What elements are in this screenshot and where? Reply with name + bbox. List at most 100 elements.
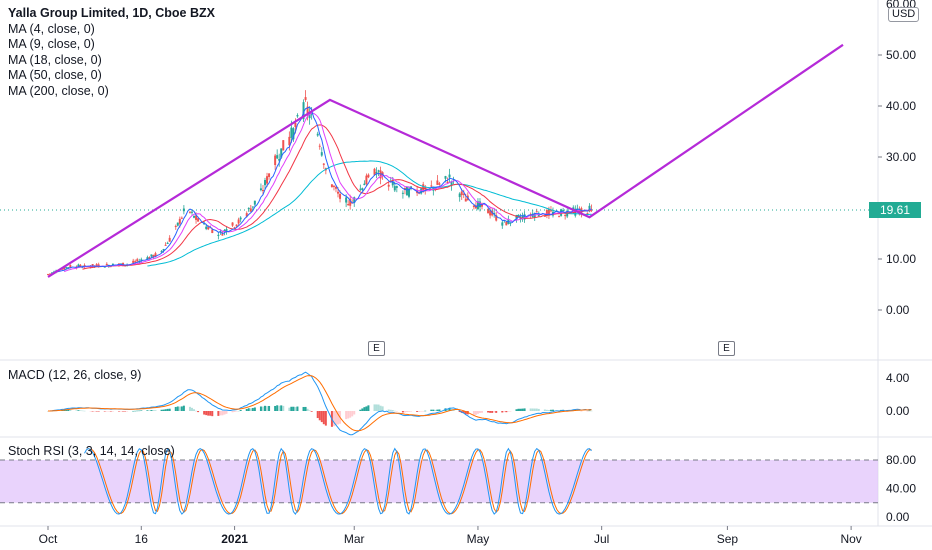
candle-body — [464, 198, 467, 202]
candle-body — [316, 133, 319, 136]
candle-body — [103, 266, 106, 268]
ma-18-label[interactable]: MA (18, close, 0) — [8, 52, 102, 67]
candle-body — [193, 215, 196, 218]
candle-body — [211, 229, 214, 234]
macd-bar — [519, 408, 522, 411]
candle-body — [164, 244, 167, 246]
x-tick-label: Jul — [594, 532, 609, 546]
macd-bar — [462, 411, 465, 414]
macd-bar — [91, 411, 94, 412]
candle-body — [253, 200, 256, 205]
macd-bar — [549, 409, 552, 411]
macd-bar — [233, 411, 236, 412]
candle-body — [162, 249, 165, 251]
macd-bar — [79, 410, 82, 411]
signal-line — [48, 375, 592, 432]
macd-bar — [405, 411, 408, 412]
macd-bar — [288, 407, 291, 411]
candle-body — [332, 185, 335, 187]
macd-bar — [418, 411, 421, 412]
macd-bar — [136, 410, 139, 412]
candle-body — [438, 183, 441, 185]
candle-body — [395, 186, 398, 188]
macd-bar — [517, 408, 520, 411]
candle-body — [245, 213, 248, 217]
candle-body — [290, 127, 293, 138]
macd-tick-label: 4.00 — [886, 371, 910, 385]
earnings-badge[interactable]: E — [718, 341, 735, 356]
macd-bar — [531, 408, 534, 411]
macd-bar — [162, 409, 165, 411]
stoch-legend: Stoch RSI (3, 3, 14, 14, close) — [8, 444, 175, 460]
macd-bar — [302, 406, 305, 411]
macd-bar — [103, 411, 106, 412]
ma-9-label[interactable]: MA (9, close, 0) — [8, 37, 95, 52]
macd-bar — [278, 405, 281, 411]
candle-body — [377, 170, 380, 172]
macd-bar — [164, 409, 167, 411]
macd-bar — [197, 411, 200, 413]
candle-body — [462, 193, 465, 195]
macd-bar — [332, 411, 335, 427]
macd-bar — [395, 411, 398, 412]
macd-bar — [308, 410, 311, 411]
candle-body — [564, 215, 567, 217]
macd-bar — [304, 406, 307, 411]
macd-bar — [420, 411, 423, 412]
macd-bar — [586, 411, 589, 412]
macd-bar — [588, 410, 591, 412]
candle-body — [205, 226, 208, 229]
x-tick-label: 2021 — [221, 532, 248, 546]
macd-bar — [160, 409, 163, 411]
macd-bar — [363, 407, 366, 411]
macd-bar — [533, 408, 536, 411]
macd-bar — [193, 409, 196, 411]
candle-body — [359, 188, 362, 190]
macd-bar — [81, 410, 84, 412]
candle-body — [308, 113, 311, 119]
macd-bar — [124, 411, 127, 412]
candle-body — [509, 222, 512, 224]
candle-body — [195, 215, 198, 220]
candle-body — [481, 203, 484, 207]
macd-bar — [365, 406, 368, 411]
candle-body — [294, 122, 297, 128]
ma-4-label[interactable]: MA (4, close, 0) — [8, 21, 95, 36]
macd-bar — [178, 406, 181, 411]
candle-body — [375, 172, 378, 174]
macd-bar — [424, 410, 427, 412]
macd-bar — [245, 408, 248, 411]
macd-bar — [547, 410, 550, 411]
macd-bar — [389, 409, 392, 411]
macd-bar — [590, 410, 593, 412]
macd-bar — [478, 411, 481, 413]
candle-body — [182, 208, 185, 212]
candle-body — [217, 234, 220, 236]
candle-body — [489, 210, 492, 216]
macd-bar — [117, 411, 120, 412]
candle-body — [197, 218, 200, 222]
macd-bar — [97, 411, 100, 412]
candle-body — [160, 251, 163, 253]
x-tick-label: Nov — [840, 532, 861, 546]
macd-bar — [503, 411, 506, 413]
macd-label[interactable]: MACD (12, 26, close, 9) — [8, 368, 142, 382]
candle-body — [420, 188, 423, 194]
macd-bar — [276, 405, 279, 411]
ma-200-label[interactable]: MA (200, close, 0) — [8, 83, 109, 98]
macd-bar — [367, 405, 370, 411]
stoch-rsi-label[interactable]: Stoch RSI (3, 3, 14, 14, close) — [8, 444, 175, 458]
candle-body — [188, 211, 191, 213]
candle-body — [51, 272, 54, 274]
macd-bar — [239, 410, 242, 411]
macd-bar — [292, 406, 295, 411]
macd-bar — [280, 405, 283, 411]
ma-50-label[interactable]: MA (50, close, 0) — [8, 68, 102, 83]
macd-bar — [190, 407, 193, 411]
macd-bar — [438, 409, 441, 411]
candle-body — [223, 230, 226, 232]
earnings-badge[interactable]: E — [368, 341, 385, 356]
macd-bar — [324, 411, 327, 426]
macd-legend: MACD (12, 26, close, 9) — [8, 368, 141, 384]
